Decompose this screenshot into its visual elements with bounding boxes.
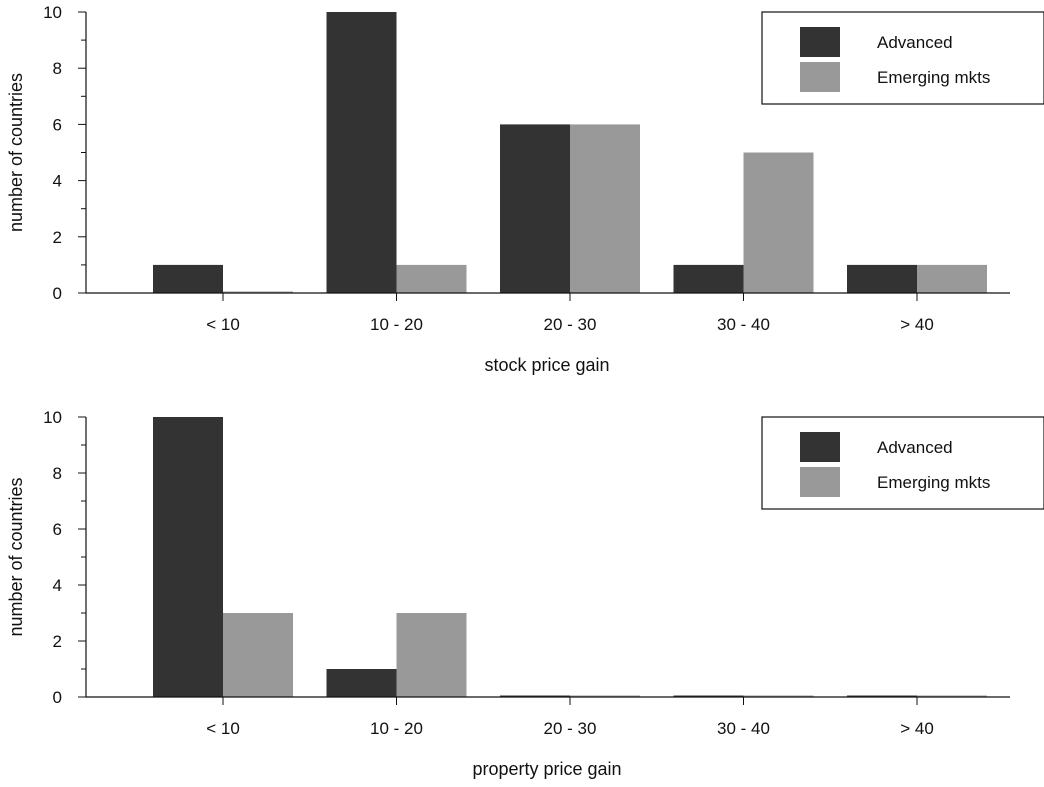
bar-advanced-4 (673, 695, 744, 697)
x-tick-label: 20 - 30 (544, 315, 597, 334)
x-tick-label: 30 - 40 (717, 719, 770, 738)
y-tick-label: 10 (43, 408, 62, 427)
bar-advanced-5 (847, 695, 917, 697)
legend: Advanced Emerging mkts (761, 11, 1044, 105)
y-tick-label: 4 (53, 172, 62, 191)
bar-emerging-2 (396, 264, 467, 293)
y-axis-label: number of countries (6, 73, 26, 232)
x-tick-label: > 40 (900, 719, 934, 738)
bar-advanced-2 (326, 669, 397, 697)
y-tick-label: 2 (53, 228, 62, 247)
legend-swatch-advanced (800, 27, 840, 57)
bar-emerging-2 (396, 613, 467, 697)
x-tick-label: < 10 (206, 315, 240, 334)
y-axis-label: number of countries (6, 477, 26, 636)
x-tick-label: 20 - 30 (544, 719, 597, 738)
chart-panel-1: 0 2 4 6 8 10 < 10 10 - 20 20 - 30 30 - 40 > 40 stoc… (6, 3, 1044, 375)
bar-emerging-3 (570, 124, 640, 294)
bar-emerging-3 (570, 695, 640, 697)
bar-emerging-5 (917, 695, 987, 697)
x-tick-label: 10 - 20 (370, 315, 423, 334)
x-tick-label: 10 - 20 (370, 719, 423, 738)
bar-advanced-2 (326, 12, 397, 293)
y-tick-label: 6 (53, 115, 62, 134)
chart-panel-2: 0 2 4 6 8 10 < 10 10 - 20 20 - 30 30 - 40 > 40 prop… (6, 408, 1044, 779)
legend-swatch-emerging (800, 467, 840, 497)
legend-swatch-advanced (800, 432, 840, 462)
legend-label-advanced: Advanced (877, 438, 953, 457)
legend-swatch-emerging (800, 62, 840, 92)
y-tick-label: 6 (53, 520, 62, 539)
bar-advanced-4 (673, 264, 744, 293)
y-tick-label: 10 (43, 3, 62, 22)
x-axis-label: stock price gain (484, 355, 609, 375)
x-tick-label: 30 - 40 (717, 315, 770, 334)
x-tick-label: < 10 (206, 719, 240, 738)
y-tick-label: 8 (53, 59, 62, 78)
y-tick-label: 4 (53, 576, 62, 595)
y-tick-label: 8 (53, 464, 62, 483)
legend-label-advanced: Advanced (877, 33, 953, 52)
bar-advanced-1 (153, 417, 223, 697)
bar-emerging-4 (743, 152, 814, 293)
bar-emerging-5 (917, 264, 987, 293)
bar-advanced-3 (500, 124, 570, 294)
bar-advanced-1 (153, 264, 223, 293)
legend: Advanced Emerging mkts (761, 416, 1044, 510)
y-tick-label: 2 (53, 632, 62, 651)
y-tick-label: 0 (53, 284, 62, 303)
bar-advanced-5 (847, 264, 917, 293)
bar-emerging-1 (223, 613, 293, 697)
bar-emerging-1 (223, 291, 293, 293)
legend-label-emerging: Emerging mkts (877, 68, 990, 87)
bar-advanced-3 (500, 695, 570, 697)
bar-emerging-4 (743, 695, 814, 697)
legend-label-emerging: Emerging mkts (877, 473, 990, 492)
x-axis-label: property price gain (472, 759, 621, 779)
x-tick-label: > 40 (900, 315, 934, 334)
y-tick-label: 0 (53, 688, 62, 707)
